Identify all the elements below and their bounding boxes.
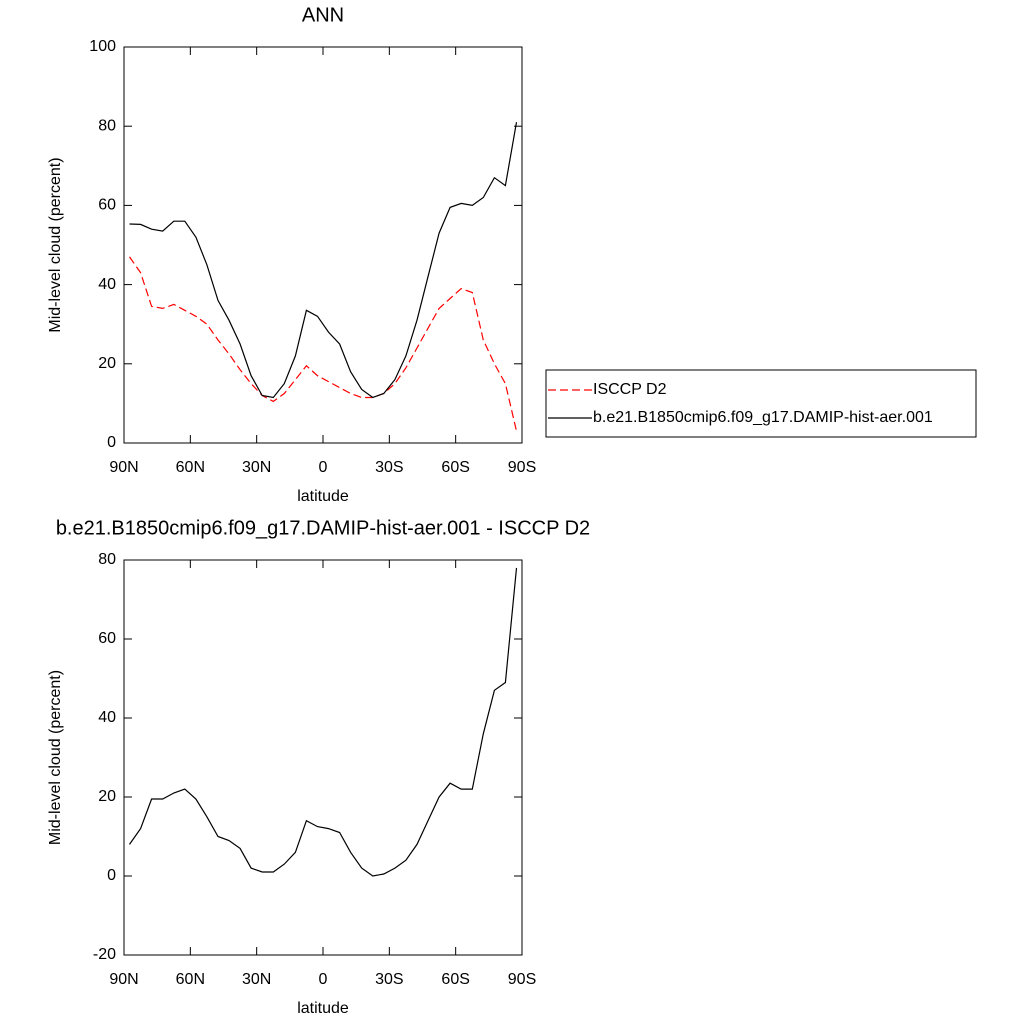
x-axis-label: latitude (297, 488, 349, 505)
legend-box (545, 369, 977, 438)
plot-frame (123, 559, 523, 956)
y-tick-label: 40 (98, 709, 116, 726)
y-axis-label: Mid-level cloud (percent) (47, 157, 64, 332)
chart-title: ANN (302, 4, 344, 26)
y-tick-label: 80 (98, 551, 116, 568)
x-tick-label: 60S (441, 459, 469, 476)
plot-frame (123, 46, 523, 444)
x-tick-label: 60N (176, 971, 205, 988)
x-tick-label: 30N (242, 971, 271, 988)
data-line (129, 122, 518, 399)
y-tick-label: 40 (98, 276, 116, 293)
y-tick-label: 0 (107, 434, 116, 451)
x-tick-label: 30S (375, 459, 403, 476)
x-tick-label: 90S (508, 971, 536, 988)
x-tick-label: 30S (375, 971, 403, 988)
data-line (129, 567, 518, 877)
data-line (129, 256, 518, 432)
y-tick-label: 60 (98, 630, 116, 647)
y-tick-label: 60 (98, 197, 116, 214)
x-tick-label: 90S (508, 459, 536, 476)
x-tick-label: 30N (242, 459, 271, 476)
legend-label: ISCCP D2 (593, 381, 667, 398)
y-tick-label: 20 (98, 355, 116, 372)
y-tick-label: 0 (107, 867, 116, 884)
y-tick-label: 100 (89, 38, 116, 55)
x-tick-label: 0 (319, 971, 328, 988)
x-tick-label: 0 (319, 459, 328, 476)
chart-title: b.e21.B1850cmip6.f09_g17.DAMIP-hist-aer.… (56, 517, 590, 539)
y-tick-label: 20 (98, 788, 116, 805)
x-tick-label: 60S (441, 971, 469, 988)
legend-label: b.e21.B1850cmip6.f09_g17.DAMIP-hist-aer.… (593, 409, 933, 426)
y-tick-label: -20 (93, 946, 116, 963)
y-axis-label: Mid-level cloud (percent) (47, 670, 64, 845)
x-tick-label: 60N (176, 459, 205, 476)
x-axis-label: latitude (297, 1000, 349, 1017)
y-tick-label: 80 (98, 117, 116, 134)
x-tick-label: 90N (109, 459, 138, 476)
x-tick-label: 90N (109, 971, 138, 988)
